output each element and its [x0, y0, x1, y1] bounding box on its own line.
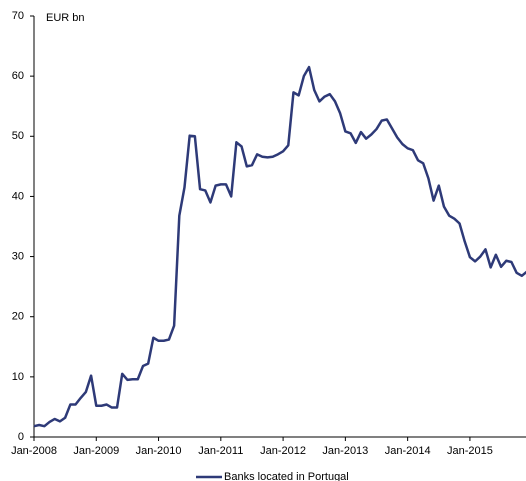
data-line	[33, 65, 526, 428]
y-tick-label: 40	[12, 190, 24, 202]
y-tick-label: 0	[18, 431, 24, 443]
x-tick-label: Jan-2015	[447, 445, 493, 457]
x-tick-label: Jan-2013	[322, 445, 368, 457]
x-tick-label: Jan-2010	[136, 445, 182, 457]
legend-label: Banks located in Portugal	[224, 471, 349, 481]
y-tick-label: 30	[12, 250, 24, 262]
y-tick-label: 20	[12, 311, 24, 323]
y-tick-label: 60	[12, 70, 24, 82]
y-axis-label: EUR bn	[46, 12, 85, 24]
x-tick-label: Jan-2011	[198, 445, 243, 457]
x-tick-label: Jan-2012	[260, 445, 306, 457]
x-tick-label: Jan-2008	[11, 445, 57, 457]
x-tick-label: Jan-2014	[385, 445, 431, 457]
y-tick-label: 50	[12, 130, 24, 142]
x-tick-label: Jan-2009	[73, 445, 119, 457]
y-tick-label: 70	[12, 10, 24, 22]
y-tick-label: 10	[12, 371, 24, 383]
